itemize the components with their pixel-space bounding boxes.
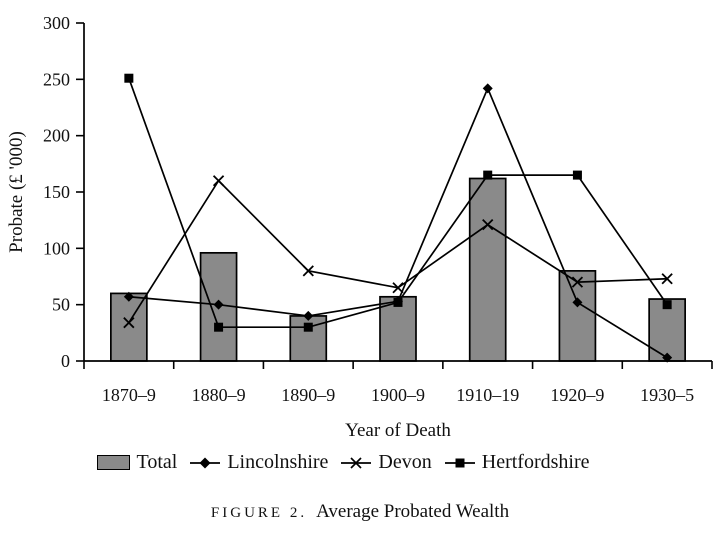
tick-marks [76, 22, 713, 369]
svg-text:50: 50 [52, 295, 70, 315]
y-tick-labels: 0 50 100 150 200 250 300 [43, 13, 70, 371]
legend-label-hertfordshire: Hertfordshire [481, 451, 590, 473]
legend-label-devon: Devon [378, 451, 432, 473]
svg-text:1880–9: 1880–9 [192, 385, 246, 405]
legend-item-hertfordshire: Hertfordshire [444, 451, 590, 474]
legend-label-total: Total [136, 451, 178, 473]
figure-caption: FIGURE 2. Average Probated Wealth [0, 501, 720, 523]
figure-caption-title: Average Probated Wealth [316, 501, 510, 522]
legend: Total Lincolnshire Devon Hertfordshire [0, 451, 720, 474]
x-axis-title: Year of Death [345, 420, 451, 441]
diamond-marker-icon [190, 457, 221, 468]
line-hertfordshire [124, 73, 672, 332]
svg-text:1870–9: 1870–9 [102, 385, 156, 405]
x-marker-icon [341, 456, 372, 469]
svg-text:300: 300 [43, 13, 70, 33]
svg-text:1890–9: 1890–9 [281, 385, 335, 405]
svg-text:150: 150 [43, 182, 70, 202]
line-devon [123, 175, 673, 329]
legend-item-devon: Devon [341, 451, 432, 474]
figure-caption-label: FIGURE 2. [210, 505, 308, 521]
svg-text:250: 250 [43, 69, 70, 89]
y-axis-title: Probate (£ '000) [6, 131, 27, 253]
legend-item-total: Total [96, 451, 178, 474]
axis-titles: Year of Death Probate (£ '000) [6, 131, 451, 441]
svg-text:100: 100 [43, 238, 70, 258]
legend-label-lincolnshire: Lincolnshire [227, 451, 329, 473]
svg-text:1910–19: 1910–19 [456, 385, 519, 405]
total-bar-swatch-icon [96, 455, 130, 470]
square-marker-icon [444, 458, 475, 467]
svg-text:200: 200 [43, 126, 70, 146]
svg-text:1920–9: 1920–9 [550, 385, 604, 405]
legend-item-lincolnshire: Lincolnshire [190, 451, 328, 474]
svg-text:0: 0 [61, 351, 70, 371]
svg-text:1900–9: 1900–9 [371, 385, 425, 405]
probate-wealth-chart: 0 50 100 150 200 250 300 1870–9 1880–9 1890–9 1900… [6, 13, 713, 441]
x-tick-labels: 1870–9 1880–9 1890–9 1900–9 1910–19 1920–9 193… [102, 385, 694, 405]
svg-text:1930–5: 1930–5 [640, 385, 694, 405]
